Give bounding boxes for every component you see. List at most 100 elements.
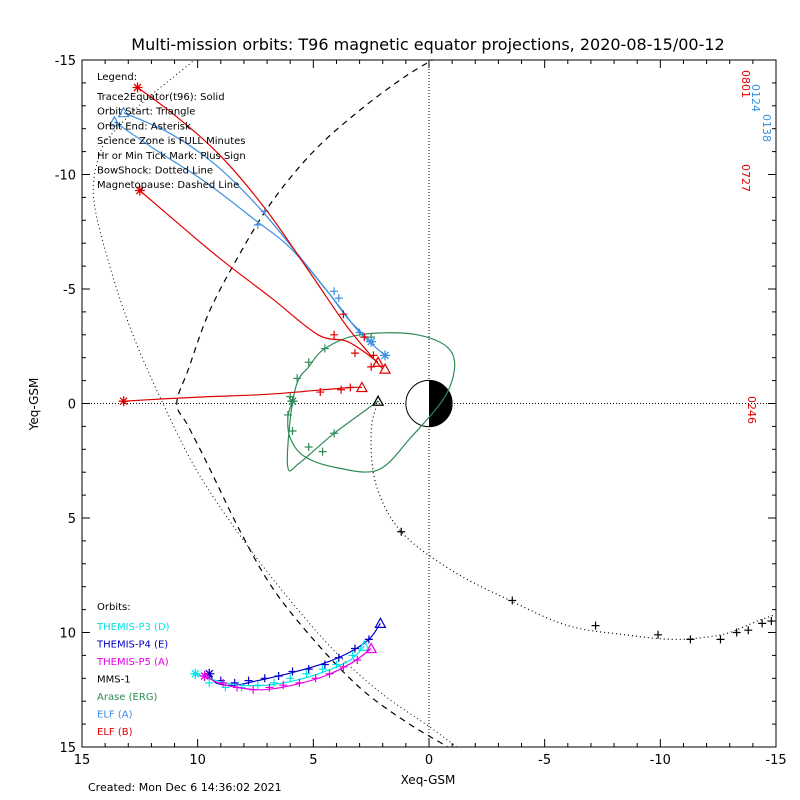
y-tick-label: -10 [55,169,76,184]
themis-p3-d-tick-0 [348,651,357,660]
orbits-legend-entry: THEMIS-P3 (D) [96,622,170,633]
legend: Legend: Trace2Equator(t96): Solid Orbit St… [96,72,246,191]
mms-1-tick-5 [716,635,725,644]
y-tick-label: 0 [68,398,76,413]
x-tick-label: -5 [538,753,551,768]
x-tick-label: -15 [765,753,786,768]
themis-p4-e-track-0 [208,622,381,686]
mms-1-track-0 [370,401,776,641]
elf-b-label-0727: 0727 [739,164,752,192]
themis-p5-a-tick-1 [339,662,348,671]
arase-erg-tick-0 [318,447,327,456]
orbits-legend-entry: THEMIS-P4 (E) [96,640,168,651]
elf-b-tick-5 [330,330,339,339]
elf-a-track-1 [114,121,372,343]
legend-title: Legend: [97,72,137,83]
x-tick-label: -10 [650,753,671,768]
y-tick-label: 10 [59,627,76,642]
elf-b-start-marker-2 [355,381,368,393]
elf-b-tick-8 [316,388,325,397]
legend-line: Orbit Start: Triangle [97,107,195,118]
themis-p5-a-tick-0 [353,655,362,664]
x-tick-label: 10 [189,753,206,768]
chart-title: Multi-mission orbits: T96 magnetic equat… [131,35,724,54]
elf-b-label-0801: 0801 [739,70,752,98]
arase-erg-tick-5 [293,374,302,383]
mms-1-tick-2 [591,621,600,630]
themis-p3-d-start-marker-0 [358,640,371,651]
legend-line: Trace2Equator(t96): Solid [96,92,225,103]
themis-p4-e-tick-1 [350,644,359,653]
themis-p4-e-tick-9 [230,678,239,687]
elf-a-start-marker-1 [108,115,121,127]
elf-b-end-marker-2 [118,396,129,407]
themis-p5-a-tick-3 [311,674,320,683]
bow-shock-line [92,60,458,747]
themis-p4-e-tick-2 [334,653,343,662]
elf-b-start-marker-0 [379,362,392,374]
elf-a-tick-2 [330,287,339,296]
themis-p3-d-tick-9 [205,678,214,687]
arase-erg-tick-9 [330,429,339,438]
themis-p5-a-end-marker-0 [199,671,210,682]
themis-p4-e-tick-3 [320,660,329,669]
themis-p5-a-tick-2 [325,669,334,678]
elf-a-end-marker-0 [380,350,391,361]
elf-b-track-2 [123,386,362,402]
orbits-legend-entry: ELF (B) [97,727,133,738]
elf-a-end-marker-1 [366,336,377,347]
y-axis-label: Yeq-GSM [27,378,41,432]
elf-b-label-0246: 0246 [745,396,758,424]
x-axis-label: Xeq-GSM [401,773,456,787]
orbits-legend-entry: ELF (A) [97,710,133,721]
elf-b-track-1 [139,190,379,363]
legend-line: Hr or Min Tick Mark: Plus Sign [97,151,246,162]
mms-1-tick-1 [508,596,517,605]
mms-1-tick-0 [397,527,406,536]
themis-p5-a-tick-8 [232,683,241,692]
mms-1-tick-9 [767,617,776,626]
themis-p4-e-tick-6 [274,672,283,681]
mms-1-tick-4 [686,635,695,644]
orbits-legend-entry: THEMIS-P5 (A) [96,657,169,668]
arase-erg-track-0 [286,332,456,473]
themis-p3-d-track-0 [195,645,365,687]
elf-b-tick-2 [350,349,359,358]
themis-p3-d-end-marker-0 [190,668,201,679]
x-tick-label: 5 [309,753,317,768]
elf-b-end-marker-1 [134,185,145,196]
themis-p4-e-tick-8 [244,676,253,685]
themis-p3-d-tick-1 [332,660,341,669]
themis-p5-a-tick-5 [279,681,288,690]
themis-p5-a-start-marker-0 [365,642,378,654]
elf-b-start-marker-1 [372,356,385,367]
mms-1-tick-10 [779,610,787,618]
mms-1-start-marker-0 [372,394,385,406]
themis-p3-d-tick-5 [270,678,279,687]
elf-b-tick-4 [339,310,348,319]
x-tick-label: 15 [74,753,91,768]
mms-1-tick-7 [744,626,753,635]
legend-line: Science Zone is FULL Minutes [97,136,246,147]
themis-p3-d-tick-2 [318,665,327,674]
arase-erg-tick-3 [283,410,292,419]
elf-a-start-marker-0 [117,106,130,118]
arase-erg-tick-2 [288,426,297,435]
themis-p5-a-tick-9 [219,678,228,687]
y-tick-label: 15 [59,741,76,756]
themis-p4-e-start-marker-0 [374,617,387,628]
mms-1-tick-8 [758,619,767,628]
y-tick-label: 5 [68,512,76,527]
elf-b-tick-7 [337,385,346,394]
arase-erg-tick-7 [320,344,329,353]
arase-erg-tick-1 [304,443,313,452]
magnetopause-line [176,60,450,747]
themis-p4-e-tick-7 [260,674,269,683]
elf-b-track-0 [137,87,384,370]
elf-a-tick-1 [334,294,343,303]
elf-a-label-0124: 0124 [749,84,762,112]
themis-p5-a-tick-7 [249,685,258,694]
orbits-legend-entry: Arase (ERG) [97,692,158,703]
mms-1-tick-6 [732,628,741,637]
orbits-legend-entry: MMS-1 [97,675,131,686]
